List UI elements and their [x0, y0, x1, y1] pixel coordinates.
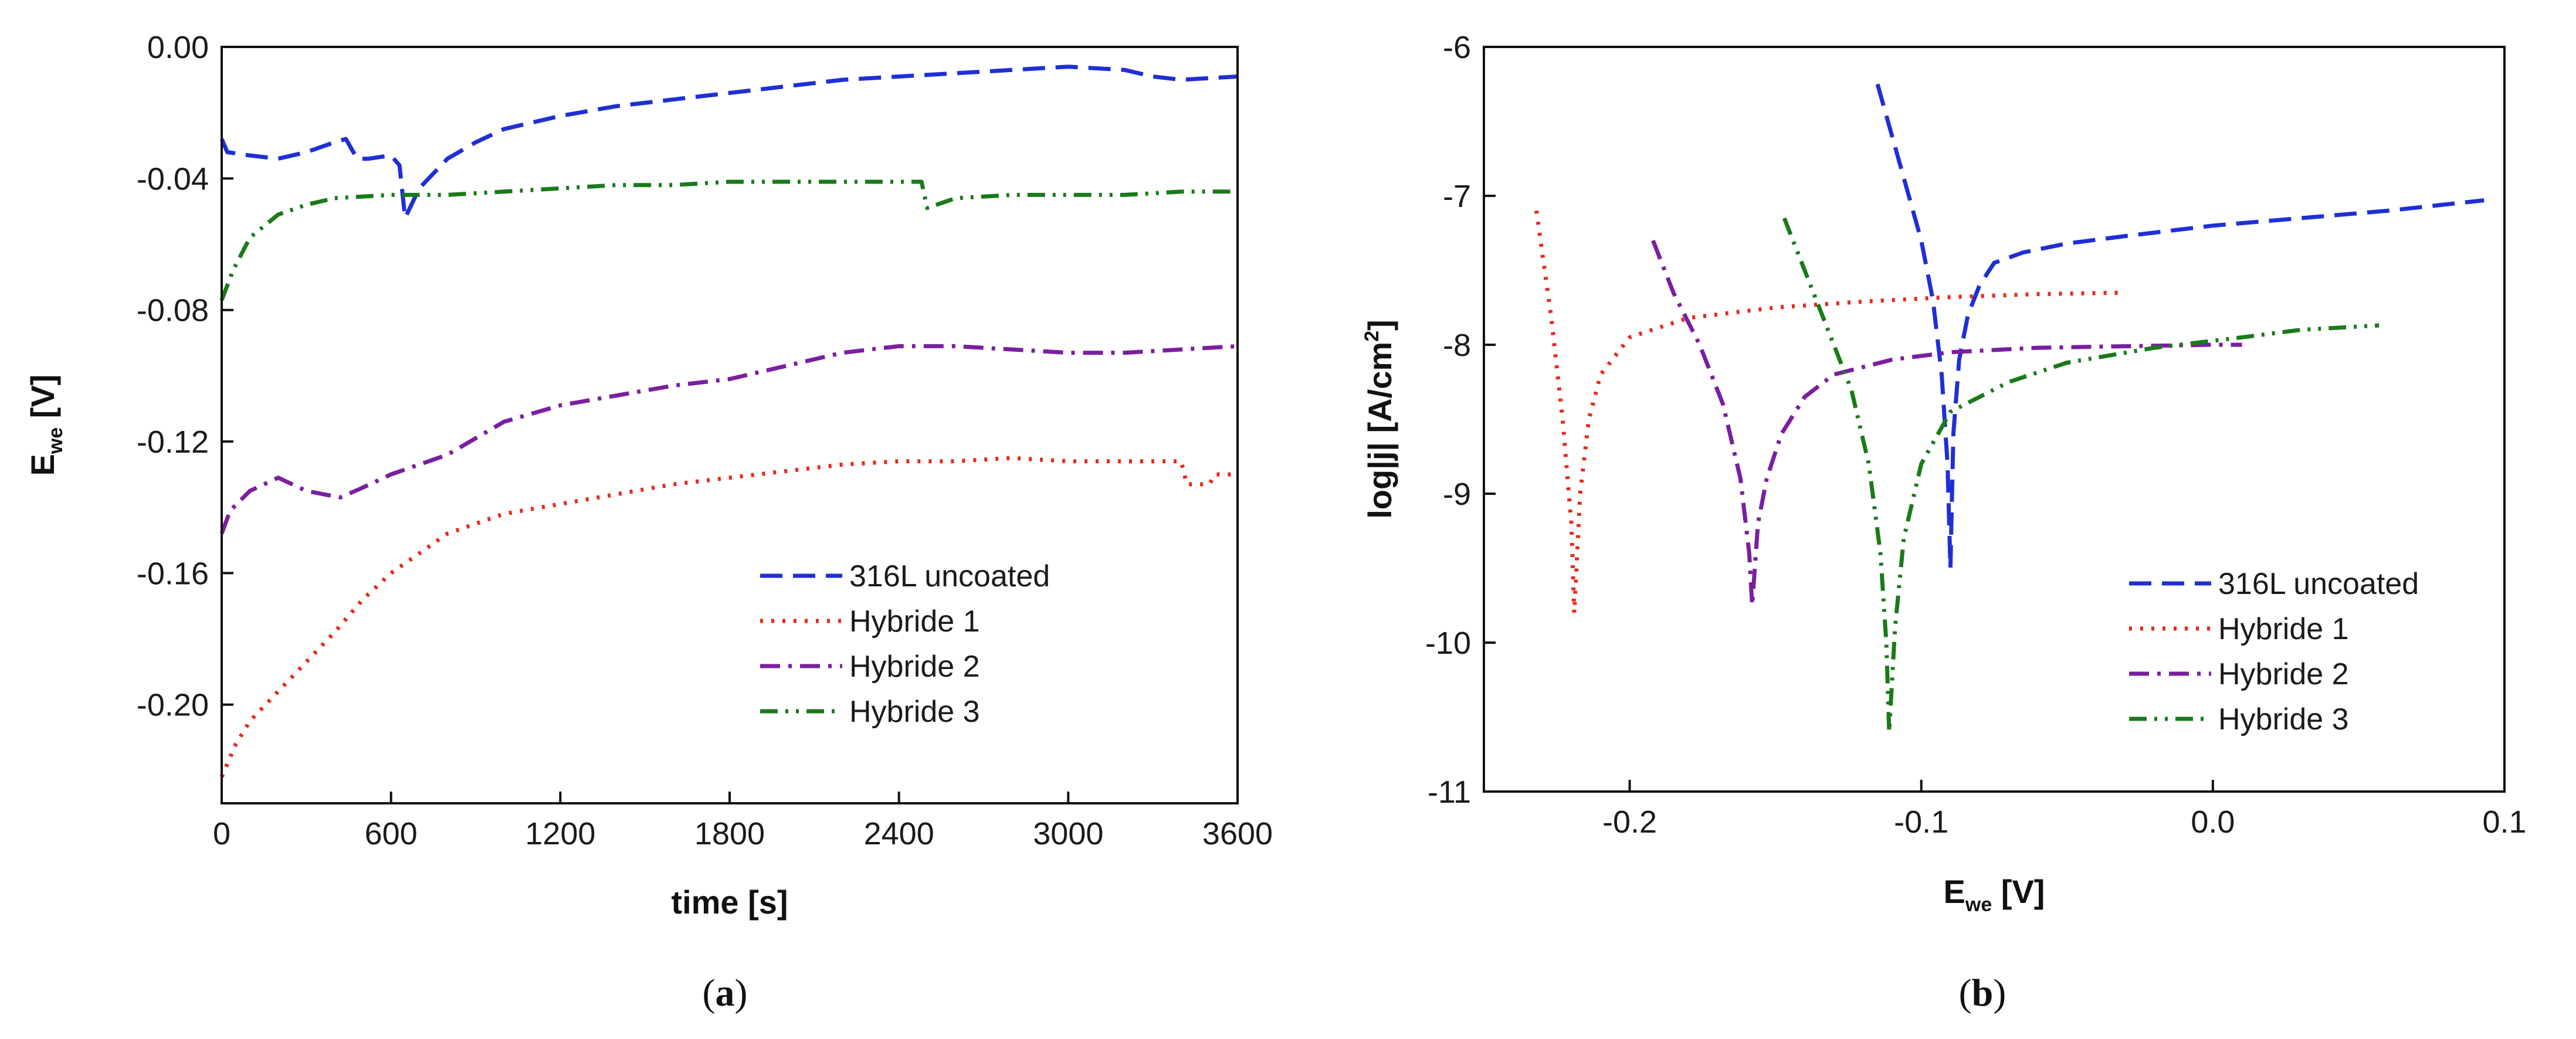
chart-a-legend-label-4: Hybride 3	[849, 695, 980, 729]
chart-b-y-tick-label: -9	[1443, 477, 1471, 512]
chart-a-legend-label-1: 316L uncoated	[849, 559, 1050, 593]
chart-b-series-line-3	[1651, 239, 2242, 607]
chart-b-panel-label: (b)	[1959, 972, 2006, 1014]
chart-b-legend: 316L uncoated Hybride 1 Hybride 2 Hybride 3	[2129, 567, 2419, 736]
chart-a-y-tick-label: -0.08	[137, 293, 209, 328]
chart-a-legend-label-2: Hybride 1	[849, 605, 980, 639]
chart-b-legend-label-3: Hybride 2	[2218, 657, 2349, 691]
chart-b-y-tick-label: -10	[1425, 626, 1471, 661]
chart-a-x-tick-label: 600	[365, 816, 418, 851]
chart-b-x-axis-label: Ewe [V]	[1944, 873, 2045, 916]
chart-a-y-tick-label: -0.16	[137, 556, 209, 591]
chart-a-x-tick-label: 3600	[1202, 816, 1273, 851]
chart-a-y-ticks: 0.00 -0.04 -0.08 -0.12 -0.16 -0.20	[137, 30, 233, 723]
chart-a-series-line-3	[219, 344, 1238, 535]
chart-a-x-axis-label: time [s]	[671, 884, 788, 921]
chart-b-series-line-1	[1875, 83, 2485, 571]
chart-a-series-line-1	[219, 64, 1238, 220]
chart-b-legend-label-1: 316L uncoated	[2218, 567, 2419, 601]
chart-b: -0.2 -0.1 0.0 0.1 -6 -7 -8 -9 -10 -11 Ewe [V] lo…	[1361, 30, 2527, 1014]
chart-a-y-tick-label: -0.20	[137, 688, 209, 723]
chart-b-y-tick-label: -6	[1443, 30, 1471, 65]
chart-a-x-tick-label: 1200	[525, 816, 595, 851]
chart-a-x-tick-label: 0	[213, 816, 231, 851]
chart-b-plot-area	[1534, 83, 2485, 734]
chart-b-y-tick-label: -7	[1443, 179, 1471, 214]
chart-b-x-ticks: -0.2 -0.1 0.0 0.1	[1602, 780, 2527, 840]
chart-b-legend-label-2: Hybride 1	[2218, 612, 2349, 646]
chart-a-panel-label: (a)	[703, 972, 748, 1014]
chart-a-y-tick-label: -0.04	[137, 161, 209, 196]
chart-b-x-tick-label: 0.0	[2191, 804, 2235, 840]
chart-a: 0 600 1200 1800 2400 3000 3600 0.00 -0.04 -0.08 -…	[24, 30, 1273, 1014]
chart-a-y-axis-label: Ewe [V]	[24, 375, 67, 476]
chart-a-legend: 316L uncoated Hybride 1 Hybride 2 Hybride 3	[760, 559, 1050, 729]
chart-b-y-tick-label: -8	[1443, 328, 1471, 363]
chart-a-x-ticks: 0 600 1200 1800 2400 3000 3600	[213, 792, 1273, 851]
chart-a-plot-area	[219, 64, 1238, 778]
chart-a-y-tick-label: -0.12	[137, 425, 209, 460]
chart-b-x-tick-label: -0.2	[1602, 804, 1657, 840]
chart-b-x-tick-label: 0.1	[2482, 804, 2526, 840]
chart-b-x-tick-label: -0.1	[1894, 804, 1948, 840]
chart-b-y-axis-label: log|j| [A/cm2]	[1361, 320, 1399, 519]
chart-b-frame	[1483, 46, 2506, 793]
chart-b-y-tick-label: -11	[1428, 775, 1471, 810]
chart-a-x-tick-label: 1800	[694, 816, 765, 851]
chart-b-y-ticks: -6 -7 -8 -9 -10 -11	[1425, 30, 1496, 810]
chart-a-x-tick-label: 2400	[864, 816, 934, 851]
chart-a-legend-label-3: Hybride 2	[849, 650, 980, 684]
chart-a-series-line-4	[219, 179, 1238, 301]
chart-a-y-tick-label: 0.00	[147, 30, 209, 65]
chart-a-x-tick-label: 3000	[1033, 816, 1103, 851]
chart-b-legend-label-4: Hybride 3	[2218, 702, 2349, 736]
